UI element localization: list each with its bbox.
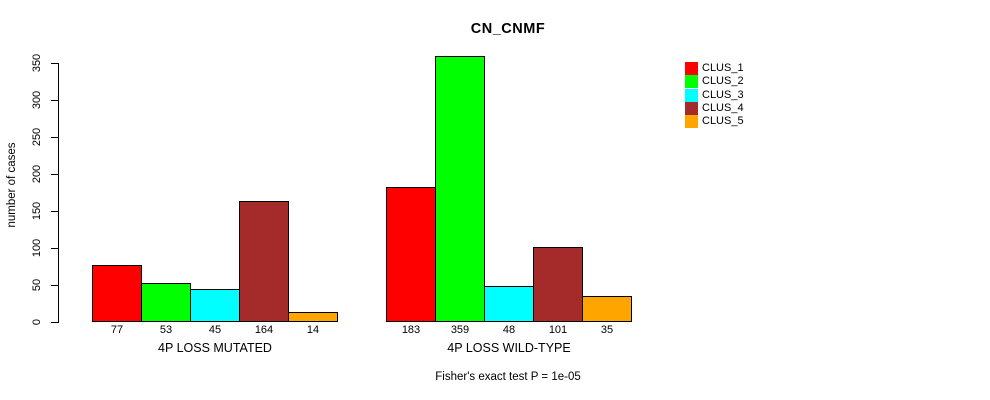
y-tick-label: 150 (31, 201, 43, 221)
legend-swatch (685, 62, 698, 76)
y-tick (51, 248, 58, 249)
bar-value-label: 14 (306, 324, 320, 336)
legend-item-clus_2: CLUS_2 (685, 75, 744, 89)
y-tick (51, 211, 58, 212)
y-tick-label: 350 (31, 53, 43, 73)
y-tick (51, 63, 58, 64)
bar-clus_2 (141, 283, 191, 322)
y-tick-label: 300 (31, 90, 43, 110)
y-tick (51, 174, 58, 175)
legend-label: CLUS_4 (702, 102, 744, 115)
bar-clus_1 (92, 265, 142, 322)
bar-value-label: 53 (159, 324, 173, 336)
legend-label: CLUS_3 (702, 88, 744, 101)
legend-item-clus_4: CLUS_4 (685, 102, 744, 116)
y-tick (51, 100, 58, 101)
legend-swatch (685, 115, 698, 129)
category-label: 4P LOSS MUTATED (158, 341, 272, 355)
bar-clus_3 (190, 289, 240, 322)
y-tick (51, 322, 58, 323)
legend-item-clus_1: CLUS_1 (685, 62, 744, 76)
bar-clus_2 (435, 56, 485, 322)
y-tick-label: 250 (31, 127, 43, 147)
bar-value-label: 45 (208, 324, 222, 336)
bar-clus_4 (239, 201, 289, 322)
legend-label: CLUS_5 (702, 115, 744, 128)
bar-clus_4 (533, 247, 583, 322)
bar-value-label: 164 (254, 324, 274, 336)
legend-swatch (685, 88, 698, 102)
bar-value-label: 35 (600, 324, 614, 336)
bar-clus_5 (582, 296, 632, 322)
y-axis-title: number of cases (6, 142, 18, 228)
legend-swatch (685, 75, 698, 89)
legend: CLUS_1 CLUS_2 CLUS_3 CLUS_4 CLUS_5 (685, 62, 744, 129)
y-tick-label: 100 (31, 238, 43, 258)
legend-item-clus_5: CLUS_5 (685, 115, 744, 129)
bar-value-label: 101 (548, 324, 568, 336)
bar-value-label: 359 (450, 324, 470, 336)
legend-item-clus_3: CLUS_3 (685, 88, 744, 102)
legend-label: CLUS_1 (702, 62, 744, 75)
bar-value-label: 48 (502, 324, 516, 336)
category-label: 4P LOSS WILD-TYPE (447, 341, 571, 355)
bar-value-label: 183 (401, 324, 421, 336)
bar-clus_5 (288, 312, 338, 322)
y-tick-label: 50 (31, 278, 43, 292)
bar-clus_1 (386, 187, 436, 322)
y-tick (51, 285, 58, 286)
y-tick-label: 200 (31, 164, 43, 184)
y-axis-line (58, 63, 59, 323)
bar-clus_3 (484, 286, 534, 322)
chart-title: CN_CNMF (470, 21, 546, 37)
y-tick (51, 137, 58, 138)
bar-value-label: 77 (110, 324, 124, 336)
legend-swatch (685, 102, 698, 116)
annotation-text: Fisher's exact test P = 1e-05 (435, 371, 581, 383)
y-tick-label: 0 (31, 318, 43, 326)
legend-label: CLUS_2 (702, 75, 744, 88)
